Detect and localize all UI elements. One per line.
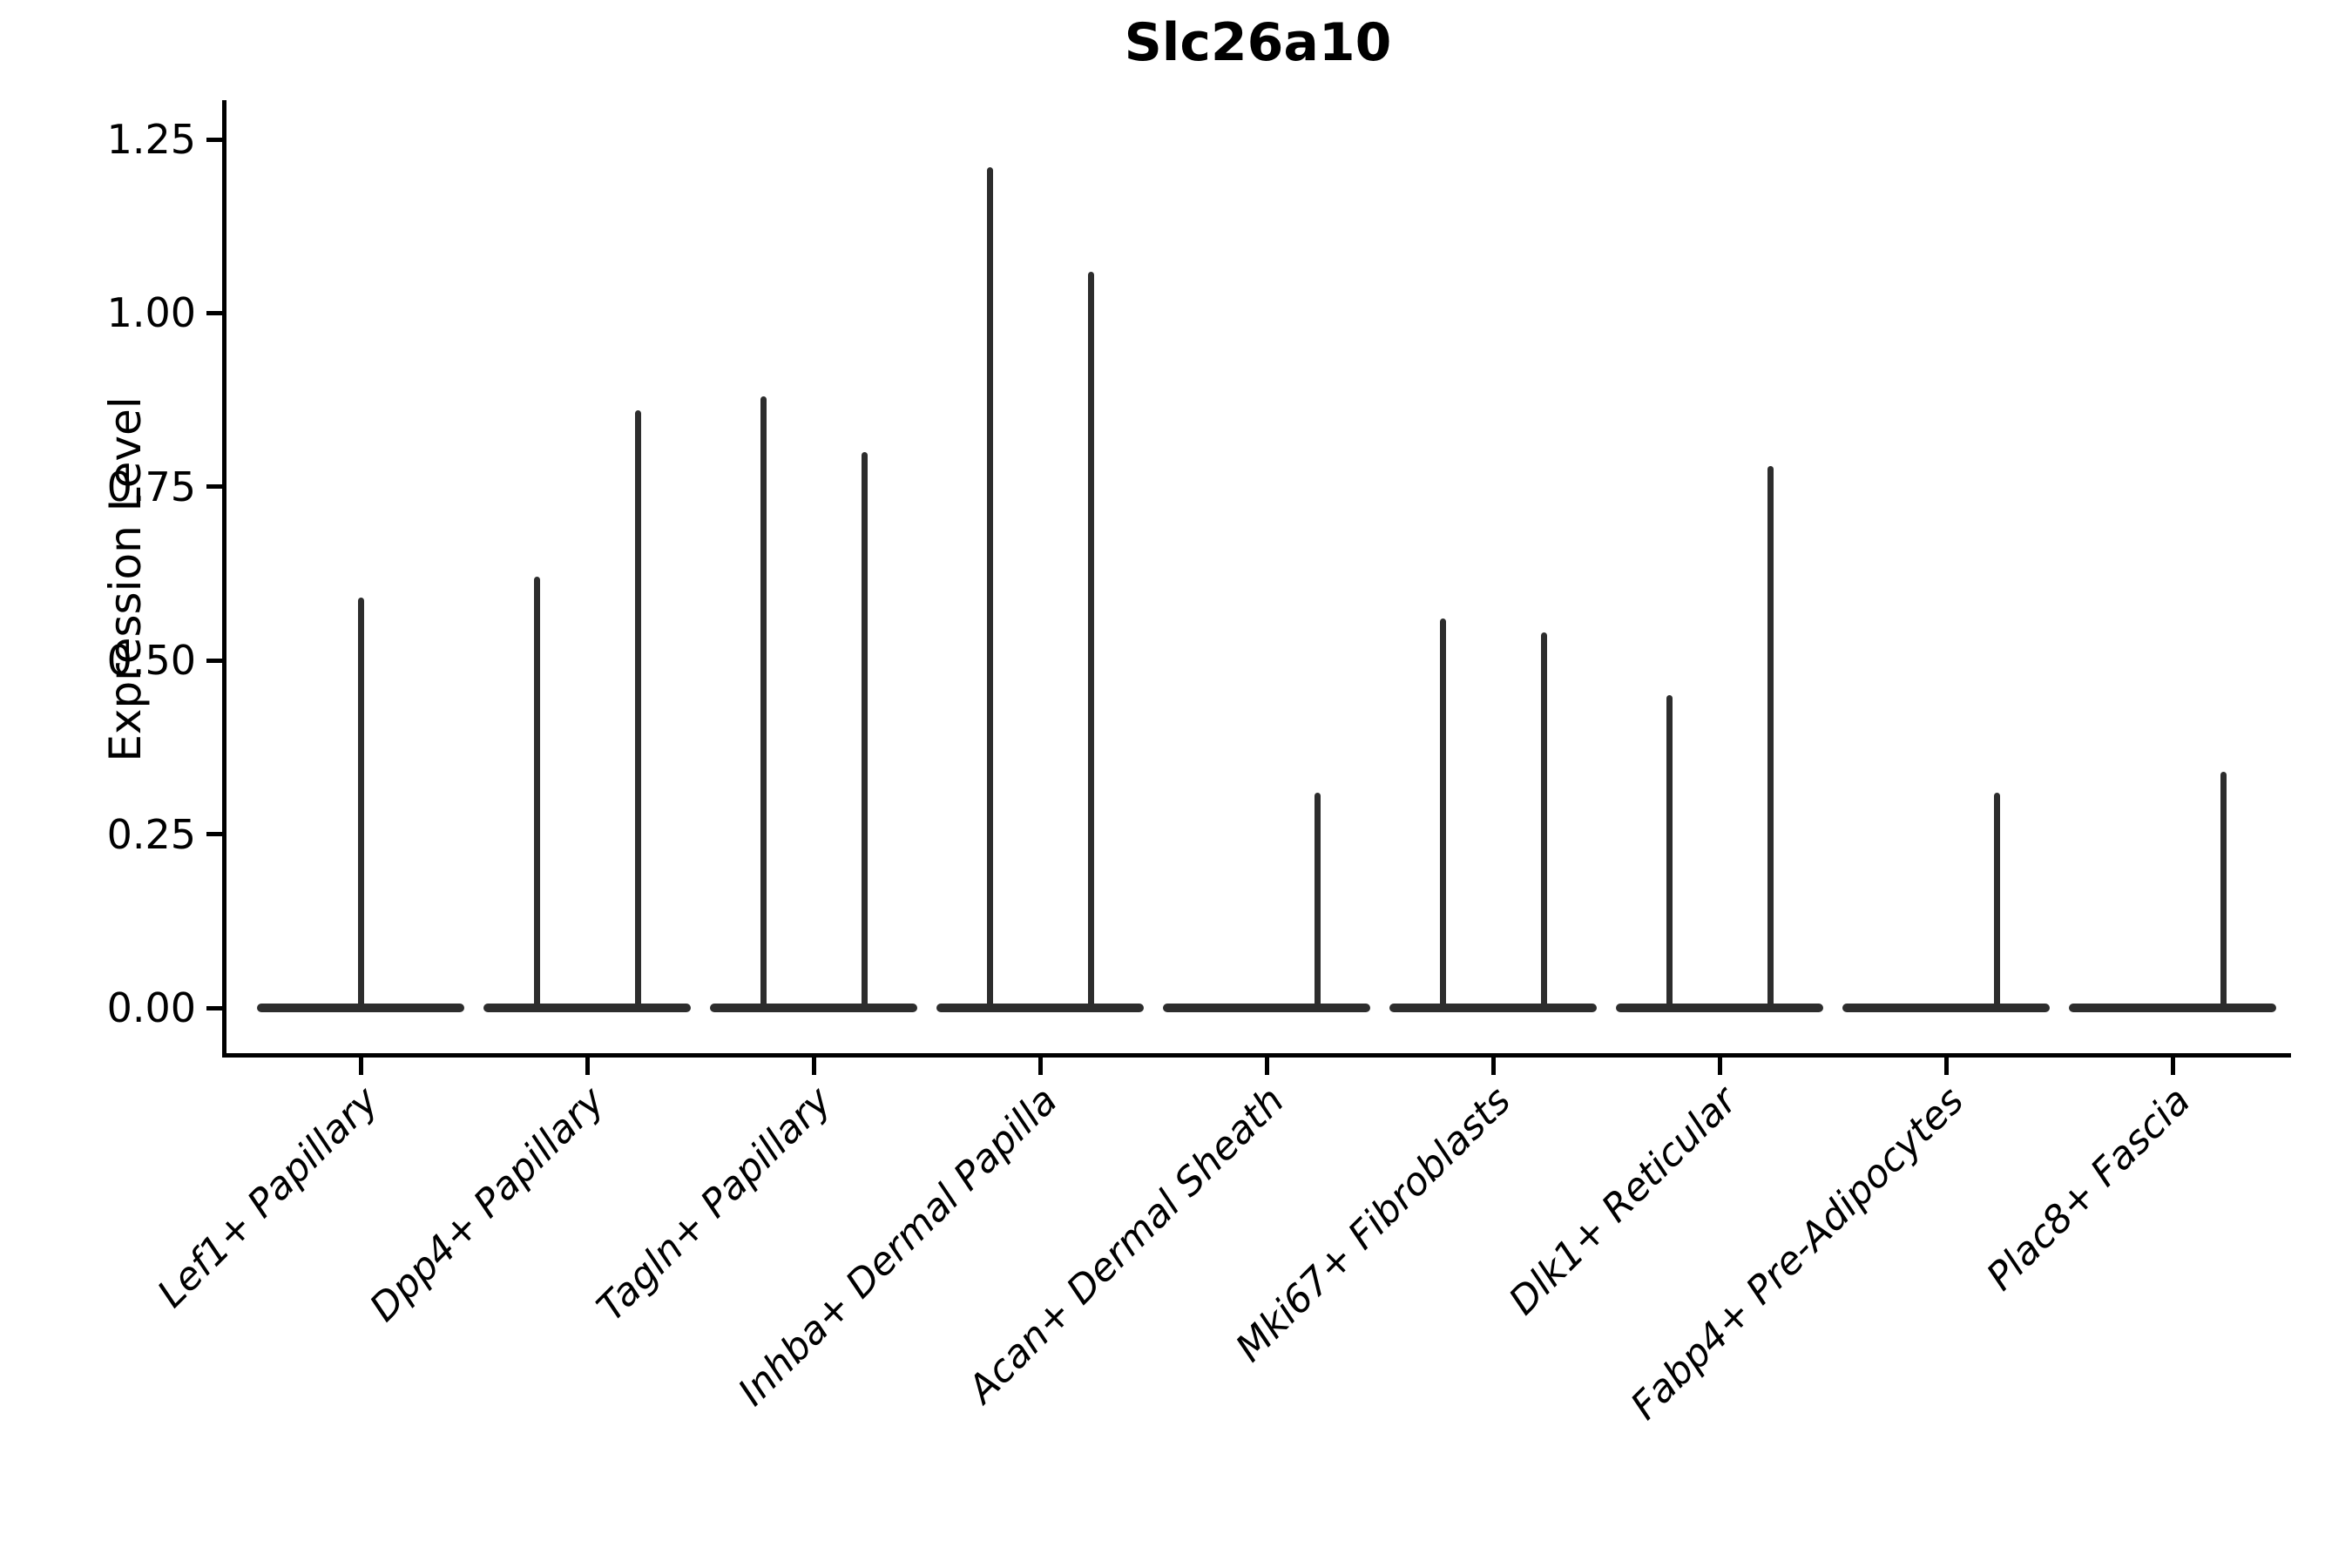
x-tick: [1037, 1058, 1043, 1075]
y-tick-label: 1.25: [106, 116, 196, 163]
violin-spike: [1993, 792, 2000, 1012]
x-tick: [358, 1058, 363, 1075]
violin-spike: [861, 451, 868, 1012]
y-axis-spine: [222, 100, 226, 1058]
x-tick-label: Dlk1+ Reticular: [1500, 1078, 1747, 1324]
x-tick: [1490, 1058, 1496, 1075]
violin-spike: [1666, 695, 1673, 1012]
y-tick-label: 0.75: [106, 463, 196, 510]
violin-spike: [1314, 792, 1321, 1012]
y-tick: [206, 1005, 222, 1010]
violin-spike: [634, 410, 641, 1012]
violin-spike: [1767, 465, 1774, 1012]
y-tick: [206, 310, 222, 315]
plot-title: Slc26a10: [1124, 12, 1392, 73]
violin-spike: [760, 396, 767, 1012]
violin-spike: [357, 598, 364, 1012]
violin-spike: [2220, 771, 2227, 1012]
violin-spike: [533, 577, 540, 1012]
x-tick: [2170, 1058, 2175, 1075]
y-tick-label: 0.00: [106, 984, 196, 1031]
y-tick-label: 0.50: [106, 637, 196, 685]
x-tick: [585, 1058, 590, 1075]
y-tick: [206, 484, 222, 490]
x-tick-label: Plac8+ Fascia: [1977, 1078, 2200, 1300]
y-tick: [206, 658, 222, 663]
x-tick-label: Tagln+ Papillary: [588, 1078, 841, 1330]
y-tick-label: 0.25: [106, 810, 196, 858]
violin-spike: [1087, 271, 1094, 1012]
x-tick-label: Dpp4+ Papillary: [362, 1078, 614, 1331]
violin-base: [936, 1004, 1144, 1012]
violin-base: [1163, 1004, 1370, 1012]
x-axis-spine: [222, 1053, 2291, 1058]
violin-spike: [1540, 632, 1547, 1012]
x-tick: [811, 1058, 816, 1075]
x-tick: [1264, 1058, 1269, 1075]
violin-spike: [1439, 618, 1446, 1012]
y-tick: [206, 137, 222, 142]
x-tick-label: Lef1+ Papillary: [149, 1078, 388, 1317]
violin-base: [1389, 1004, 1597, 1012]
y-tick-label: 1.00: [106, 289, 196, 337]
violin-base: [1842, 1004, 2050, 1012]
x-tick: [1717, 1058, 1722, 1075]
y-tick: [206, 832, 222, 837]
violin-base: [483, 1004, 691, 1012]
violin-base: [1616, 1004, 1823, 1012]
violin-spike: [986, 166, 993, 1012]
violin-base: [710, 1004, 917, 1012]
x-tick: [1943, 1058, 1949, 1075]
violin-base: [2069, 1004, 2276, 1012]
